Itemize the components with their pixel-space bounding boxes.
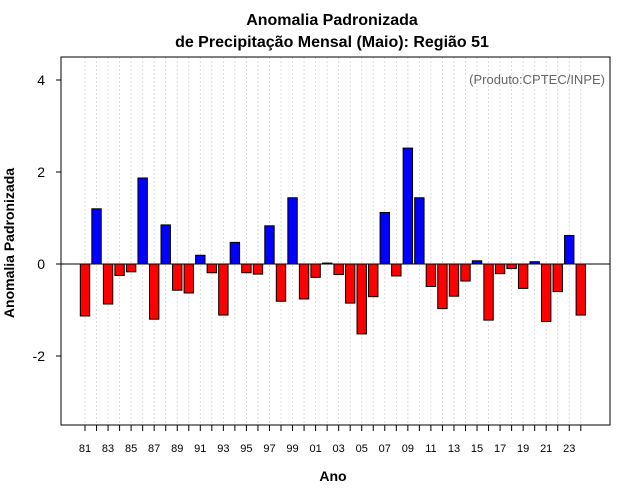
x-tick-label: 93 bbox=[217, 443, 229, 455]
y-tick-label: 0 bbox=[37, 256, 45, 272]
x-tick-label: 85 bbox=[125, 443, 137, 455]
y-axis-title: Anomalia Padronizada bbox=[1, 168, 17, 318]
bar-2024 bbox=[575, 263, 586, 316]
x-tick-label: 01 bbox=[309, 443, 321, 455]
y-axis: -2 0 2 4 bbox=[33, 72, 61, 364]
x-tick-label: 05 bbox=[356, 443, 368, 455]
bar-1997 bbox=[264, 225, 275, 265]
x-tick-label: 83 bbox=[102, 443, 114, 455]
bar-1994 bbox=[229, 241, 241, 265]
x-tick-label: 09 bbox=[402, 443, 414, 455]
plot-frame bbox=[60, 56, 611, 426]
x-tick-label: 19 bbox=[517, 443, 529, 455]
x-tick-label: 95 bbox=[240, 443, 252, 455]
bar-2003 bbox=[333, 263, 344, 276]
bar-2016 bbox=[483, 263, 494, 321]
bar-1993 bbox=[218, 263, 229, 316]
bar-2023 bbox=[564, 234, 575, 265]
bar-2010 bbox=[414, 197, 425, 265]
bar-1996 bbox=[252, 263, 264, 275]
chart-title: Anomalia Padronizada bbox=[246, 12, 418, 29]
bar-1982 bbox=[91, 208, 102, 265]
x-tick-label: 11 bbox=[425, 443, 436, 455]
bar-2011 bbox=[425, 263, 437, 288]
bar-2000 bbox=[298, 263, 310, 300]
bar-1991 bbox=[195, 254, 206, 265]
chart-subtitle: de Precipitação Mensal (Maio): Região 51 bbox=[175, 34, 489, 51]
x-tick-label: 97 bbox=[263, 443, 275, 455]
x-tick-label: 81 bbox=[79, 443, 91, 455]
bar-1999 bbox=[287, 197, 298, 265]
y-tick-label: 2 bbox=[37, 164, 45, 180]
bar-2001 bbox=[310, 263, 321, 278]
bar-2008 bbox=[391, 263, 402, 277]
bar-1995 bbox=[241, 263, 252, 274]
bar-2019 bbox=[517, 263, 529, 289]
x-tick-label: 99 bbox=[286, 443, 298, 455]
bar-2012 bbox=[437, 263, 448, 310]
bar-1986 bbox=[137, 177, 148, 265]
x-axis: 81 83 85 87 89 91 93 95 97 99 01 03 05 07 09 11 13 15 17 19… bbox=[79, 425, 582, 455]
y-tick-label: -2 bbox=[33, 348, 46, 364]
bars bbox=[79, 147, 586, 335]
bar-1992 bbox=[206, 263, 218, 274]
credit-annotation: (Produto:CPTEC/INPE) bbox=[469, 72, 605, 87]
grid-lines bbox=[84, 57, 582, 425]
bar-2018 bbox=[506, 263, 517, 270]
x-tick-label: 87 bbox=[148, 443, 160, 455]
x-axis-title: Ano bbox=[319, 468, 346, 484]
bar-1989 bbox=[172, 263, 183, 291]
bar-2014 bbox=[460, 263, 471, 282]
x-tick-label: 91 bbox=[194, 443, 206, 455]
bar-2017 bbox=[494, 263, 506, 275]
x-tick-label: 13 bbox=[448, 443, 460, 455]
bar-1983 bbox=[102, 263, 114, 305]
x-tick-label: 21 bbox=[540, 443, 552, 455]
bar-1984 bbox=[114, 263, 125, 276]
bar-2021 bbox=[541, 263, 552, 322]
bar-2005 bbox=[356, 263, 367, 335]
x-tick-label: 23 bbox=[563, 443, 575, 455]
bar-1990 bbox=[183, 263, 194, 294]
bar-1988 bbox=[160, 224, 171, 265]
x-tick-label: 89 bbox=[171, 443, 183, 455]
x-tick-label: 17 bbox=[494, 443, 506, 455]
bar-2006 bbox=[368, 263, 379, 298]
bar-1981 bbox=[79, 263, 91, 317]
x-tick-label: 15 bbox=[471, 443, 483, 455]
bar-1985 bbox=[125, 263, 137, 273]
x-tick-label: 03 bbox=[333, 443, 345, 455]
y-tick-label: 4 bbox=[37, 72, 45, 88]
bar-2022 bbox=[552, 263, 563, 293]
bar-1987 bbox=[148, 263, 160, 320]
bar-1998 bbox=[275, 263, 287, 302]
bar-2007 bbox=[379, 211, 390, 265]
bar-2009 bbox=[402, 147, 414, 265]
bar-2013 bbox=[448, 263, 460, 297]
x-tick-label: 07 bbox=[379, 443, 391, 455]
bar-2004 bbox=[344, 263, 356, 304]
